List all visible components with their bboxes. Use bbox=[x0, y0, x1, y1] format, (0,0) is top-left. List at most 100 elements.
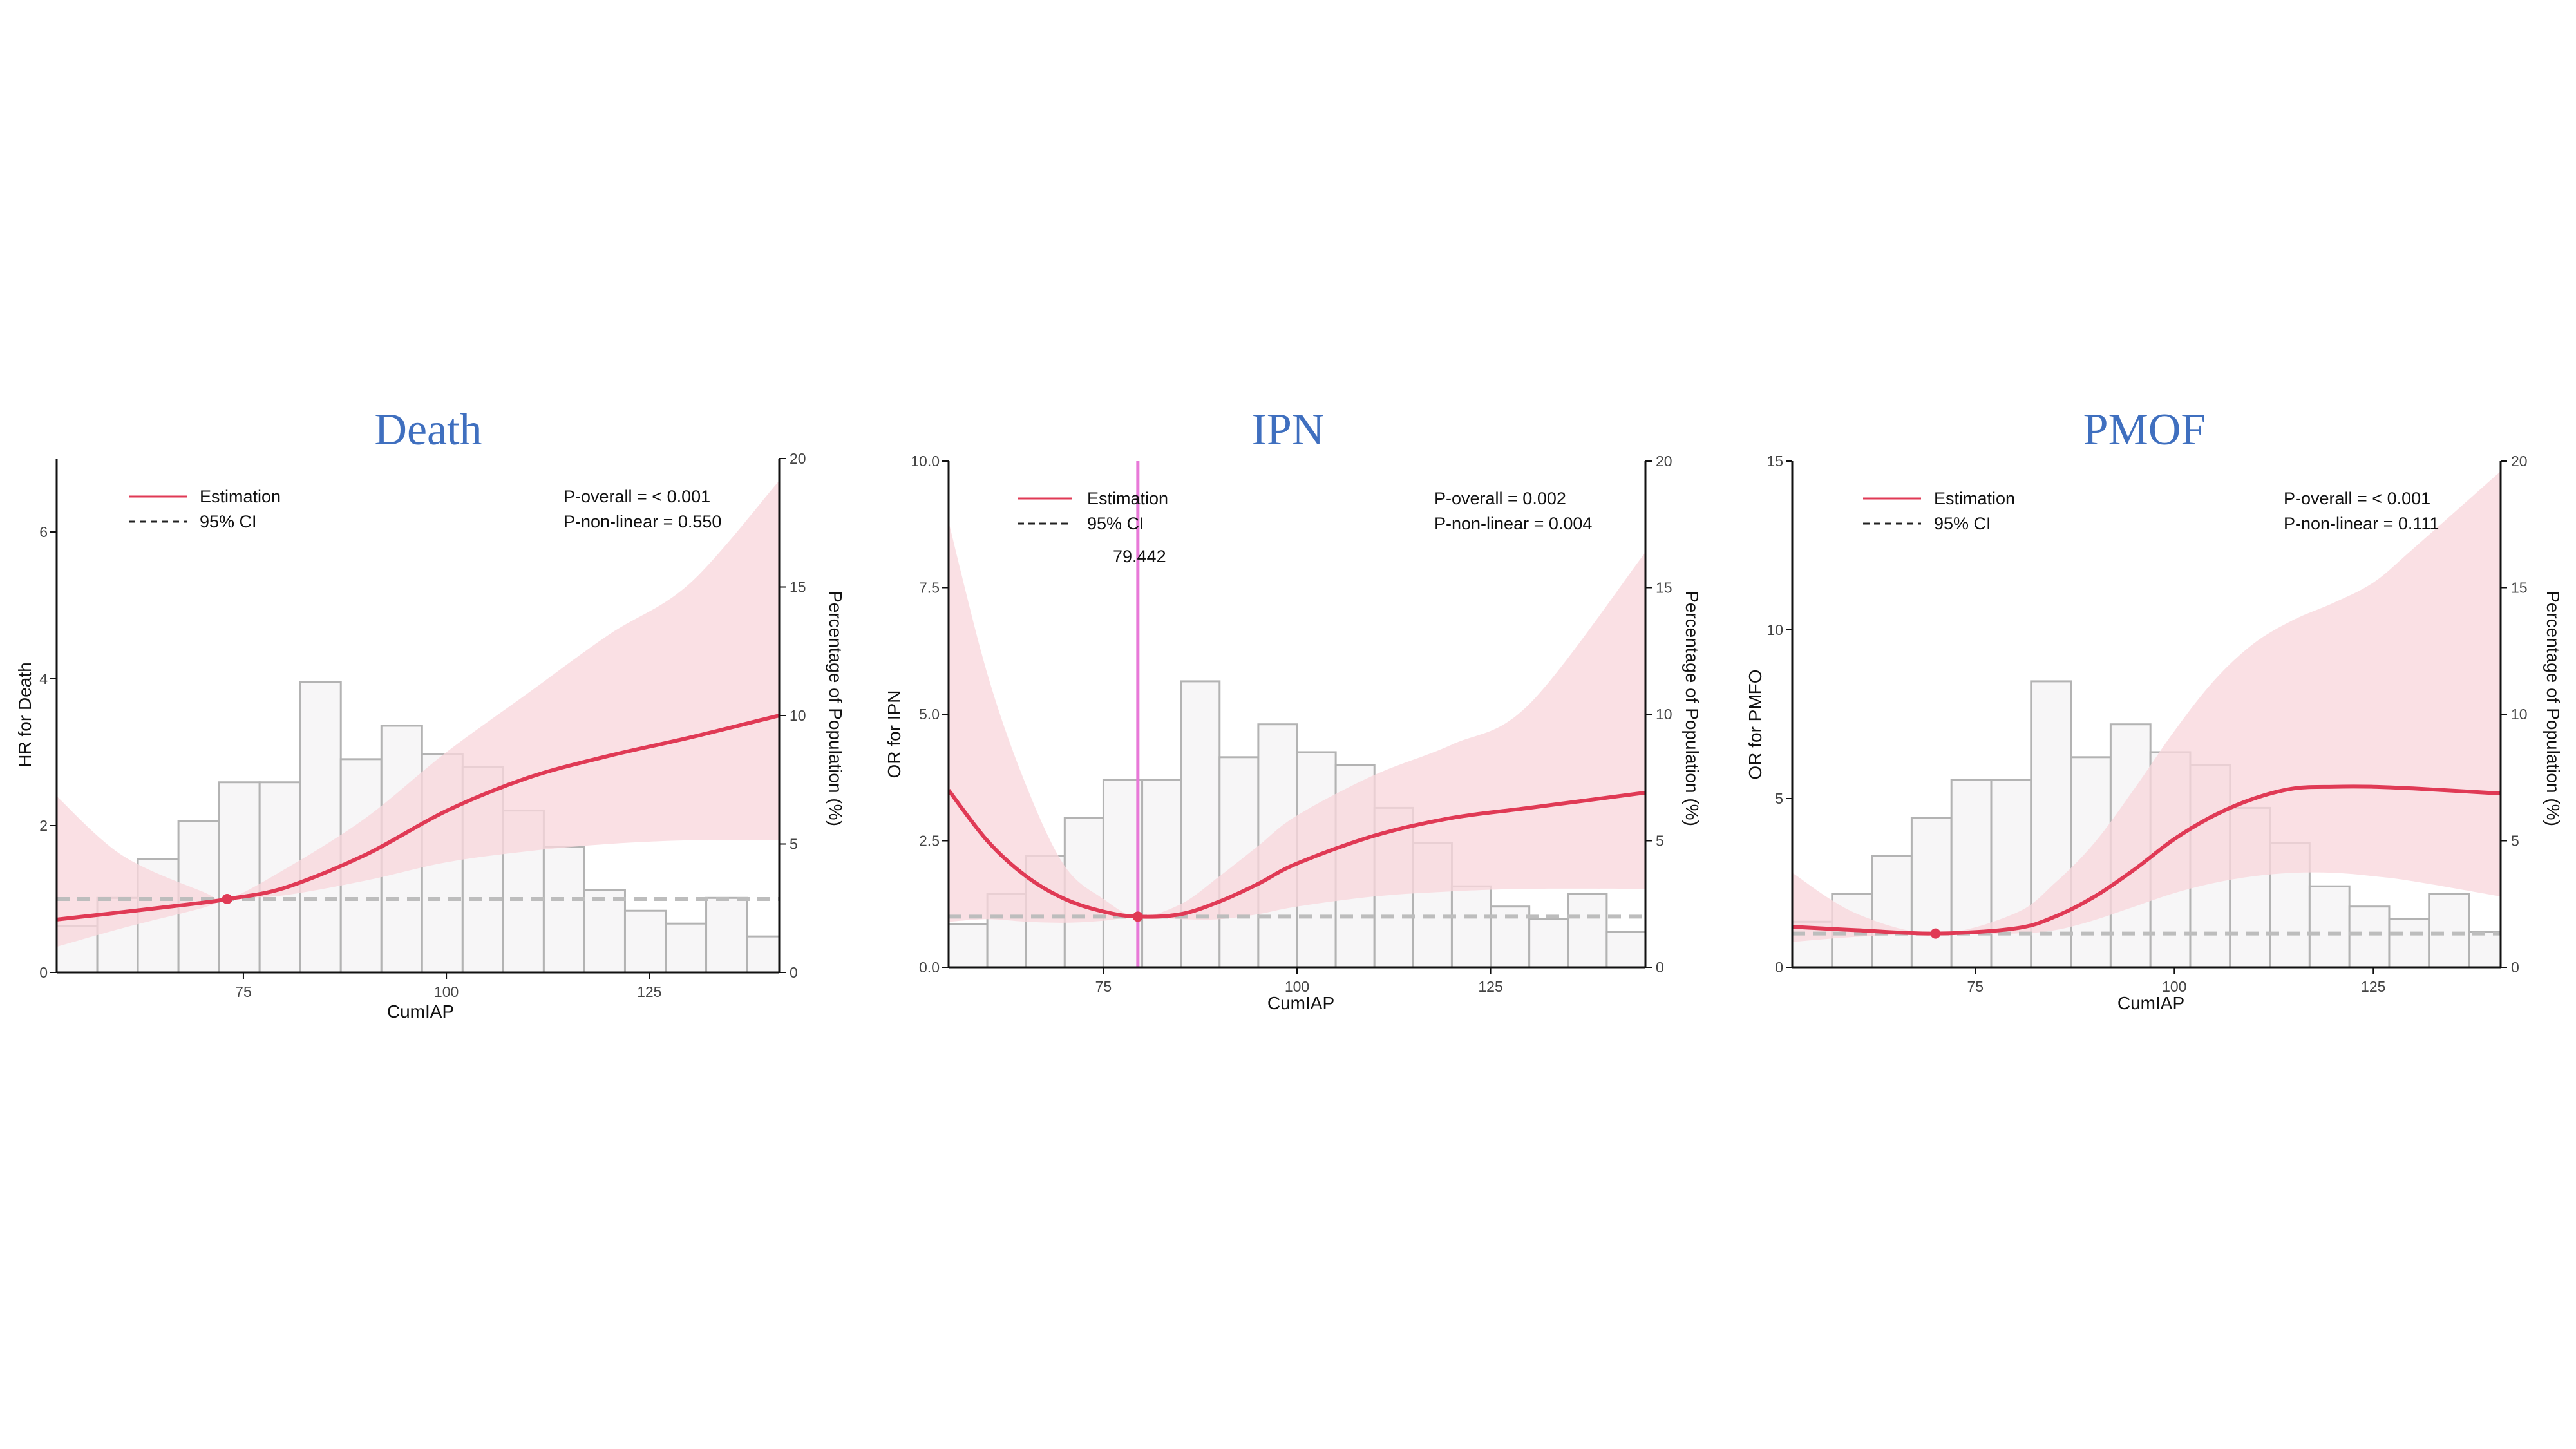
p-nonlinear-ipn: P-non-linear = 0.004 bbox=[1434, 514, 1592, 533]
reference-point bbox=[1930, 928, 1941, 939]
x-tick-label: 125 bbox=[2361, 978, 2385, 995]
plot-inner-death bbox=[57, 480, 779, 972]
histogram-bar bbox=[1567, 893, 1608, 967]
histogram-bar bbox=[746, 935, 779, 972]
p-nonlinear-pmof: P-non-linear = 0.111 bbox=[2284, 514, 2439, 533]
histogram-bar bbox=[1180, 680, 1221, 967]
panel-title-death: Death bbox=[374, 405, 482, 455]
y-axis-label-pmof: OR for PMFO bbox=[1745, 669, 1765, 779]
estimation-line bbox=[57, 714, 779, 922]
histogram-bar bbox=[1528, 918, 1569, 967]
ci-band bbox=[57, 480, 779, 947]
histogram-bar bbox=[1605, 931, 1645, 967]
ci-band bbox=[1792, 471, 2501, 942]
histogram-bar bbox=[1950, 779, 1993, 967]
legend-ipn: Estimation 95% CI bbox=[1018, 489, 1168, 533]
x-axis-label-death: CumIAP bbox=[387, 1001, 454, 1021]
y2-tick-label: 15 bbox=[1656, 580, 1672, 596]
x-axis-label-ipn: CumIAP bbox=[1267, 993, 1334, 1013]
y2-tick-label: 20 bbox=[2511, 453, 2528, 469]
x-tick-label: 100 bbox=[2162, 978, 2186, 995]
p-overall-ipn: P-overall = 0.002 bbox=[1434, 489, 1566, 508]
plot-inner-ipn bbox=[949, 461, 1645, 967]
histogram-bar bbox=[2468, 931, 2501, 967]
reference-point bbox=[222, 894, 232, 904]
y2-tick-label: 5 bbox=[2511, 833, 2519, 849]
panel-title-pmof: PMOF bbox=[2083, 405, 2206, 455]
histogram-bar bbox=[1102, 779, 1144, 967]
y-axis-label-death: HR for Death bbox=[15, 662, 35, 767]
plot-inner-pmof bbox=[1792, 471, 2501, 967]
vline-label-ipn: 79.442 bbox=[1113, 547, 1166, 566]
y-tick-label: 10.0 bbox=[911, 453, 940, 469]
panel-ipn: IPN 75 100 125 0.0 2.5 5.0 7.5 10.0 0 5 10 15 20 Cum… bbox=[884, 405, 1702, 1013]
x-tick-label: 100 bbox=[434, 983, 459, 1000]
histogram-bar bbox=[705, 896, 748, 972]
x-tick-label: 75 bbox=[1967, 978, 1984, 995]
y-tick-label: 7.5 bbox=[919, 580, 940, 596]
y2-tick-label: 10 bbox=[2511, 706, 2528, 723]
y-tick-label: 5 bbox=[1775, 790, 1783, 807]
y-axis-label-ipn: OR for IPN bbox=[884, 690, 904, 779]
legend-ci-label: 95% CI bbox=[200, 512, 257, 531]
histogram-bar bbox=[2428, 893, 2470, 967]
plot-area-pmof: 75 100 125 0 5 10 15 0 5 10 15 20 bbox=[1766, 453, 2527, 995]
x-tick-label: 125 bbox=[637, 983, 661, 1000]
x-axis-label-pmof: CumIAP bbox=[2117, 993, 2184, 1013]
legend-death: Estimation 95% CI bbox=[129, 487, 281, 531]
ci-band bbox=[949, 522, 1645, 923]
y-tick-label: 0 bbox=[1775, 959, 1783, 976]
histogram-bar bbox=[542, 845, 585, 972]
y2-axis-label-pmof: Percentage of Population (%) bbox=[2543, 591, 2563, 826]
x-tick-label: 100 bbox=[1285, 978, 1309, 995]
estimation-line bbox=[949, 789, 1645, 919]
x-tick-label: 75 bbox=[1095, 978, 1112, 995]
y-tick-label: 0 bbox=[39, 964, 48, 981]
plot-area-ipn: 75 100 125 0.0 2.5 5.0 7.5 10.0 0 5 10 15 20 bbox=[911, 453, 1672, 995]
histogram-bar bbox=[218, 781, 261, 972]
histogram-bar bbox=[2308, 885, 2351, 967]
legend-estimation-label: Estimation bbox=[1934, 489, 2015, 508]
reference-point bbox=[1132, 911, 1143, 922]
histogram-bar bbox=[1871, 855, 1913, 967]
histogram-bar bbox=[1141, 779, 1182, 967]
y2-tick-label: 0 bbox=[790, 964, 798, 981]
plot-area-death: 75 100 125 0 2 4 6 0 5 10 15 20 bbox=[39, 450, 806, 1000]
p-overall-pmof: P-overall = < 0.001 bbox=[2284, 489, 2430, 508]
legend-ci-label: 95% CI bbox=[1087, 514, 1144, 533]
histogram-bar bbox=[1910, 817, 1953, 967]
y-tick-label: 4 bbox=[39, 670, 48, 687]
legend-estimation-label: Estimation bbox=[1087, 489, 1168, 508]
y2-tick-label: 0 bbox=[2511, 959, 2519, 976]
y-tick-label: 5.0 bbox=[919, 706, 940, 723]
legend-pmof: Estimation 95% CI bbox=[1863, 489, 2015, 533]
histogram-bar bbox=[949, 923, 989, 967]
y2-tick-label: 15 bbox=[2511, 580, 2528, 596]
y2-tick-label: 0 bbox=[1656, 959, 1664, 976]
histogram-bar bbox=[299, 681, 342, 972]
panel-death: Death 75 100 125 0 2 4 6 0 5 10 15 20 CumIAP HR for… bbox=[15, 405, 846, 1021]
histogram-bar bbox=[1450, 885, 1492, 967]
histogram-bar bbox=[623, 909, 667, 972]
x-tick-label: 125 bbox=[1478, 978, 1502, 995]
y2-axis-label-ipn: Percentage of Population (%) bbox=[1682, 591, 1702, 826]
x-tick-label: 75 bbox=[235, 983, 252, 1000]
y-tick-label: 2.5 bbox=[919, 833, 940, 849]
histogram-bar bbox=[2348, 905, 2391, 967]
y2-tick-label: 10 bbox=[790, 707, 806, 724]
y-tick-label: 2 bbox=[39, 817, 48, 834]
y2-tick-label: 20 bbox=[1656, 453, 1672, 469]
panel-pmof: PMOF 75 100 125 0 5 10 15 0 5 10 15 20 CumIAP OR fo… bbox=[1745, 405, 2563, 1013]
y2-tick-label: 15 bbox=[790, 579, 806, 596]
y2-tick-label: 5 bbox=[1656, 833, 1664, 849]
y2-tick-label: 5 bbox=[790, 836, 798, 853]
p-nonlinear-death: P-non-linear = 0.550 bbox=[564, 512, 721, 531]
p-overall-death: P-overall = < 0.001 bbox=[564, 487, 710, 506]
y-tick-label: 6 bbox=[39, 524, 48, 540]
y2-axis-label-death: Percentage of Population (%) bbox=[826, 591, 846, 826]
y2-tick-label: 10 bbox=[1656, 706, 1672, 723]
y-tick-label: 0.0 bbox=[919, 959, 940, 976]
histogram-bar bbox=[665, 922, 708, 972]
legend-estimation-label: Estimation bbox=[200, 487, 281, 506]
